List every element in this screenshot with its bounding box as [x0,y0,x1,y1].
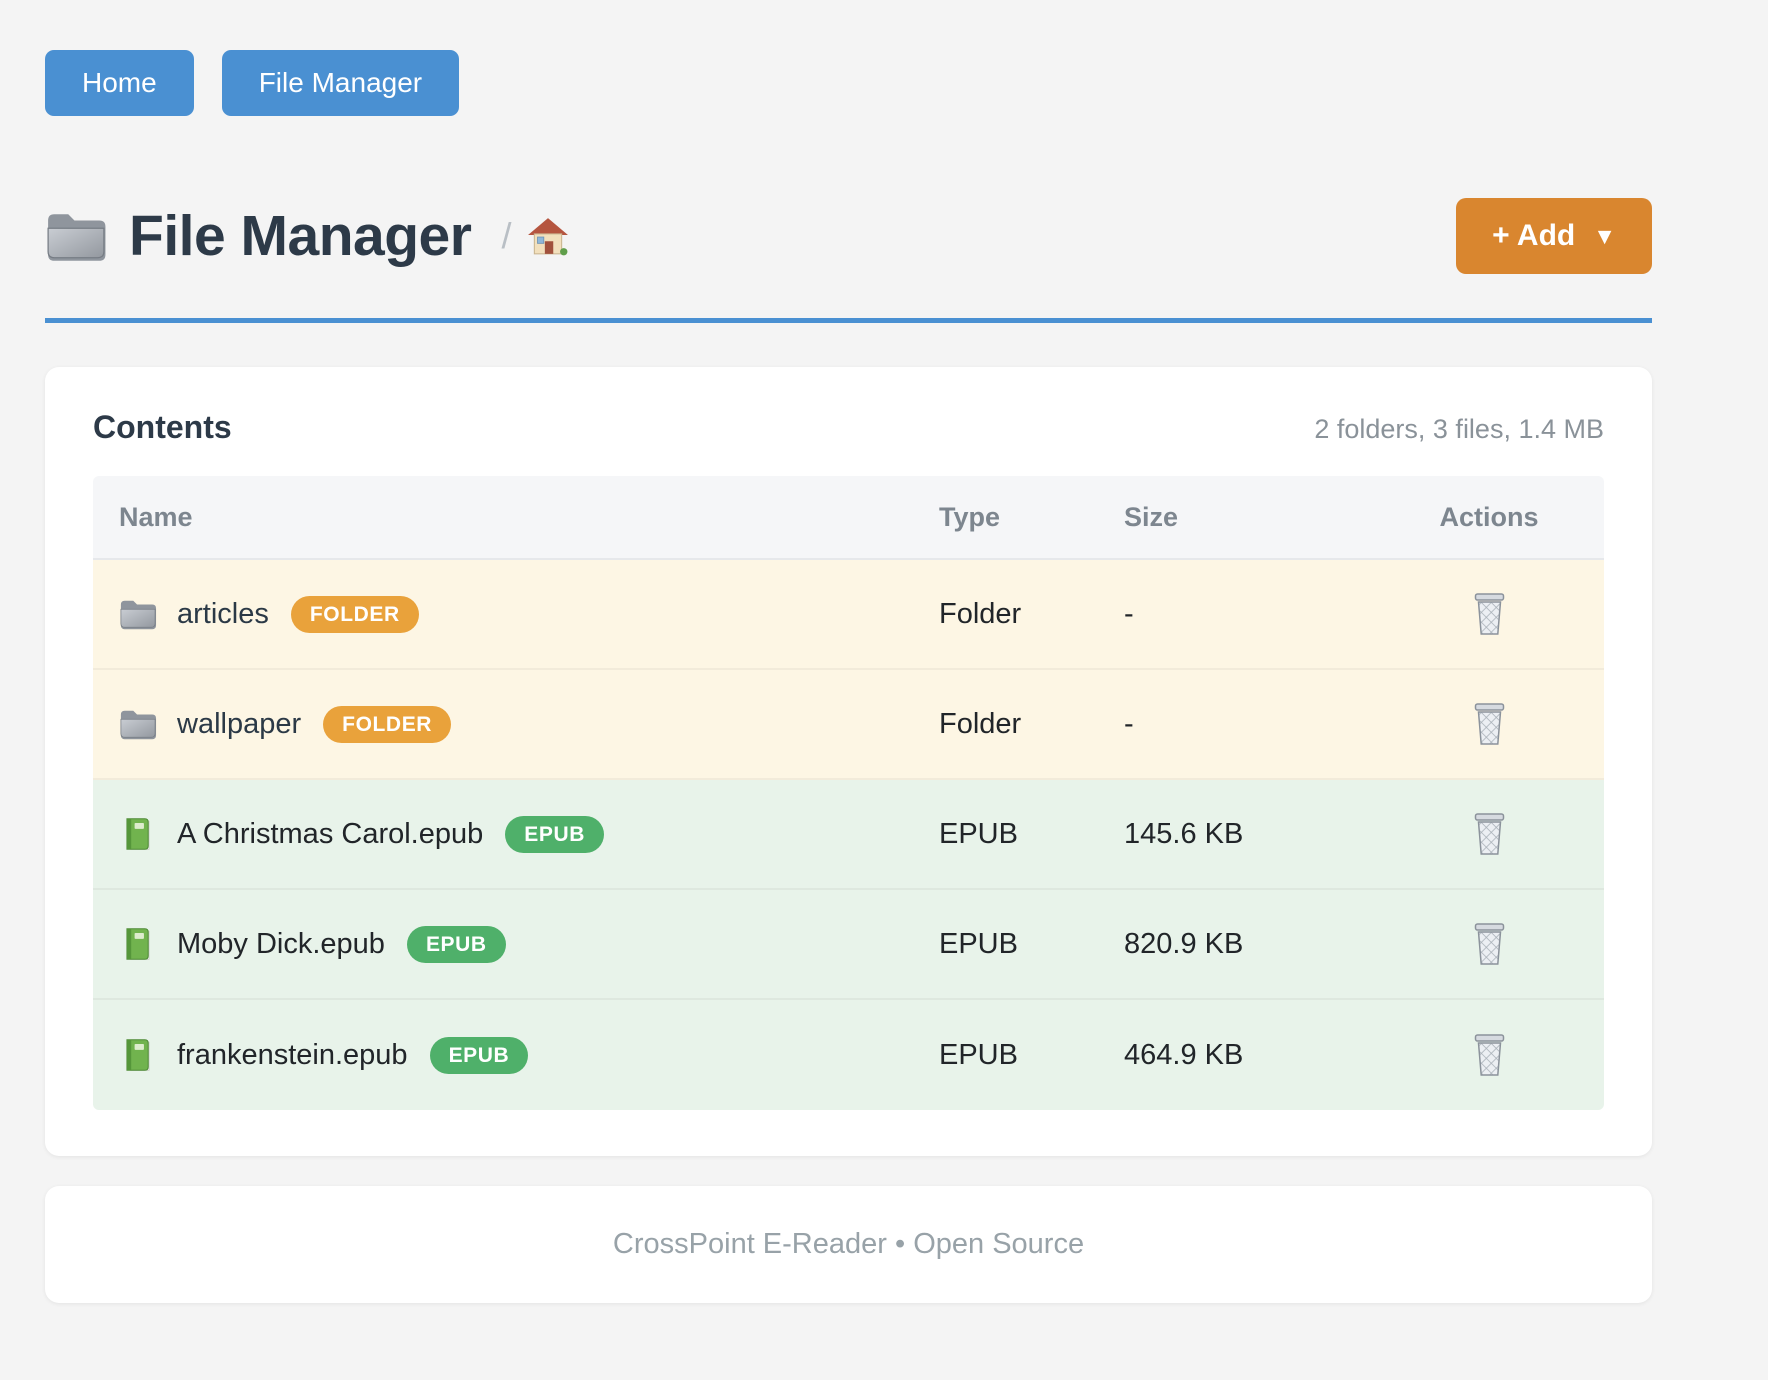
type-cell: EPUB [939,927,1018,960]
column-header-actions: Actions [1439,501,1539,532]
size-cell: 145.6 KB [1124,817,1244,850]
name-cell: Moby Dick.epub EPUB [93,925,939,963]
table-row[interactable]: articles FOLDER Folder - [93,560,1604,670]
type-badge: FOLDER [323,705,452,743]
size-cell: 820.9 KB [1124,927,1244,960]
actions-cell [1374,1029,1604,1081]
file-name-link[interactable]: wallpaper [177,707,302,740]
file-manager-button[interactable]: File Manager [221,50,460,116]
actions-cell [1374,588,1604,640]
table-row[interactable]: Moby Dick.epub EPUB EPUB 820.9 KB [93,890,1604,1000]
actions-cell [1374,918,1604,970]
footer-card: CrossPoint E-Reader • Open Source [45,1186,1652,1303]
add-button[interactable]: + Add ▼ [1456,198,1652,274]
trash-icon [1471,592,1508,636]
table-header-row: Name Type Size Actions [93,476,1604,560]
file-name-link[interactable]: frankenstein.epub [177,1038,408,1071]
top-nav: Home File Manager [45,50,1652,116]
house-icon [527,216,569,256]
table-row[interactable]: wallpaper FOLDER Folder - [93,670,1604,780]
type-badge: EPUB [406,925,506,963]
book-icon [119,817,157,851]
file-name-link[interactable]: A Christmas Carol.epub [177,817,484,850]
book-icon [119,927,157,961]
contents-title: Contents [93,409,232,445]
contents-card-header: Contents 2 folders, 3 files, 1.4 MB [93,409,1604,446]
page-container: Home File Manager File Manager / + Add ▼… [45,0,1652,1303]
size-cell: - [1124,597,1134,630]
table-body: articles FOLDER Folder - wallpaper FOLDE… [93,560,1604,1110]
column-header-size: Size [1124,501,1179,532]
actions-cell [1374,808,1604,860]
trash-icon [1471,1033,1508,1077]
type-cell: Folder [939,707,1022,740]
page-title: File Manager [129,204,472,268]
delete-button[interactable] [1467,918,1512,970]
folder-icon [119,707,157,741]
contents-card: Contents 2 folders, 3 files, 1.4 MB Name… [45,367,1652,1156]
type-cell: Folder [939,597,1022,630]
page-header: File Manager / + Add ▼ [45,198,1652,274]
folder-icon [119,597,157,631]
footer-text: CrossPoint E-Reader • Open Source [612,1228,1085,1260]
type-badge: EPUB [429,1036,529,1074]
file-name-link[interactable]: articles [177,597,269,630]
size-cell: - [1124,707,1134,740]
add-button-label: + Add [1492,219,1576,252]
contents-summary: 2 folders, 3 files, 1.4 MB [1314,414,1604,444]
column-header-type: Type [939,501,1001,532]
trash-icon [1471,922,1508,966]
name-cell: frankenstein.epub EPUB [93,1036,939,1074]
home-button[interactable]: Home [45,50,194,116]
type-badge: EPUB [505,815,604,853]
delete-button[interactable] [1467,588,1512,640]
delete-button[interactable] [1467,698,1512,750]
table-row[interactable]: A Christmas Carol.epub EPUB EPUB 145.6 K… [93,780,1604,890]
actions-cell [1374,698,1604,750]
column-header-name: Name [119,501,193,532]
breadcrumb-home-link[interactable] [527,216,569,256]
book-icon [119,1038,157,1072]
file-table: Name Type Size Actions articles FOLDER F… [93,476,1604,1110]
title-group: File Manager / [45,203,1456,269]
trash-icon [1471,812,1508,856]
name-cell: A Christmas Carol.epub EPUB [93,815,939,853]
chevron-down-icon: ▼ [1593,222,1616,249]
accent-divider [45,318,1652,323]
name-cell: wallpaper FOLDER [93,705,939,743]
breadcrumb-separator: / [501,215,512,256]
trash-icon [1471,702,1508,746]
size-cell: 464.9 KB [1124,1038,1244,1071]
file-name-link[interactable]: Moby Dick.epub [177,927,385,960]
name-cell: articles FOLDER [93,595,939,633]
type-badge: FOLDER [290,595,419,633]
type-cell: EPUB [939,817,1018,850]
type-cell: EPUB [939,1038,1018,1071]
delete-button[interactable] [1467,1029,1512,1081]
folder-icon [45,209,107,263]
table-row[interactable]: frankenstein.epub EPUB EPUB 464.9 KB [93,1000,1604,1110]
delete-button[interactable] [1467,808,1512,860]
